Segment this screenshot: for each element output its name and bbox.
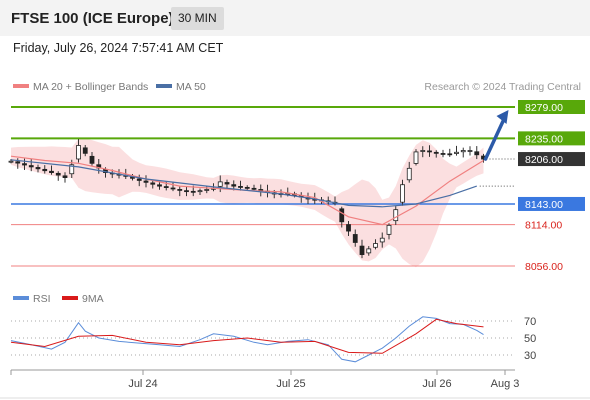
candle-body <box>76 145 81 160</box>
candle-body <box>49 170 54 173</box>
time-tick-label: Jul 26 <box>422 378 451 390</box>
rsi-tick-label: 30 <box>524 350 536 362</box>
candle-body <box>28 165 34 168</box>
candle-body <box>170 187 176 190</box>
level-tag-resistance <box>518 131 585 146</box>
legend-label-ma50: MA 50 <box>176 81 206 93</box>
candle-body <box>177 189 183 191</box>
ma50-line <box>10 159 477 208</box>
candle-body <box>62 175 68 178</box>
level-tag-resistance <box>518 100 585 114</box>
legend-label-rsi: RSI <box>33 293 51 305</box>
candle-body <box>244 186 250 189</box>
legend-swatch-rsi <box>13 296 29 300</box>
candle-body <box>474 151 480 156</box>
candle-body <box>359 245 365 255</box>
candle-body <box>35 167 41 170</box>
time-tick-label: Aug 3 <box>491 378 520 390</box>
candle-body <box>460 150 466 153</box>
candle-body <box>433 151 439 154</box>
candle-body <box>190 190 196 193</box>
candle-body <box>143 180 149 183</box>
level-tag-pivot <box>518 196 585 211</box>
instrument-title: FTSE 100 (ICE Europe) <box>11 10 174 27</box>
candle-body <box>217 181 223 187</box>
candle-body <box>393 209 399 222</box>
candle-body <box>467 150 473 152</box>
candle-body <box>379 237 385 243</box>
candle-body <box>406 167 412 181</box>
candle-body <box>22 163 27 166</box>
level-label-resistance: 8235.00 <box>525 133 563 145</box>
chart-header-bar: FTSE 100 (ICE Europe) 30 MIN <box>0 0 590 36</box>
candle-body <box>197 190 203 193</box>
forecast-arrow-shaft <box>483 116 507 161</box>
candle-body <box>251 187 257 190</box>
level-label-support: 8056.00 <box>525 261 563 273</box>
level-label-last: 8206.00 <box>525 154 563 166</box>
level-label-support: 8114.00 <box>525 220 562 232</box>
rsi-tick-label: 50 <box>524 333 536 345</box>
candle-body <box>184 190 189 193</box>
candle-body <box>69 164 75 175</box>
level-tag-last <box>518 152 585 167</box>
candle-body <box>157 184 162 187</box>
candle-body <box>42 168 48 172</box>
candle-body <box>339 208 345 223</box>
candle-body <box>163 186 169 188</box>
candle-body <box>89 155 95 164</box>
time-tick-label: Jul 25 <box>276 378 305 390</box>
rsi-tick-label: 70 <box>524 316 536 328</box>
candle-body <box>15 161 21 164</box>
legend-label-9ma: 9MA <box>82 293 104 305</box>
timeframe-button[interactable]: 30 MIN <box>171 7 224 30</box>
candle-body <box>400 184 405 203</box>
level-label-resistance: 8279.00 <box>525 102 563 114</box>
candle-body <box>447 153 453 156</box>
candle-body <box>352 234 358 243</box>
candle-body <box>136 178 142 181</box>
candle-body <box>204 189 210 191</box>
rsi-9ma-line <box>10 318 484 354</box>
watermark: Research © 2024 Trading Central <box>424 81 581 93</box>
rsi-line <box>10 316 484 363</box>
legend-swatch-ma20 <box>13 84 29 88</box>
candle-body <box>238 186 243 188</box>
level-label-pivot: 8143.00 <box>525 199 563 211</box>
candle-body <box>454 151 459 154</box>
candle-body <box>413 151 419 164</box>
candle-body <box>366 248 372 254</box>
candle-body <box>420 150 426 152</box>
candle-body <box>386 224 392 235</box>
candle-body <box>231 184 237 187</box>
candle-body <box>427 150 432 153</box>
candle-body <box>82 147 88 154</box>
bollinger-band <box>11 138 484 268</box>
candle-body <box>440 153 446 155</box>
forecast-arrow-head <box>496 110 509 124</box>
legend-swatch-9ma <box>62 296 78 300</box>
candle-body <box>150 182 156 185</box>
legend-swatch-ma50 <box>156 84 172 88</box>
legend-label-ma20: MA 20 + Bollinger Bands <box>33 81 148 93</box>
candle-body <box>8 160 14 163</box>
time-tick-label: Jul 24 <box>128 378 157 390</box>
candle-body <box>346 224 351 232</box>
candle-body <box>373 243 378 248</box>
timestamp: Friday, July 26, 2024 7:57:41 AM CET <box>13 41 224 55</box>
candle-body <box>224 182 230 185</box>
candle-body <box>55 172 61 176</box>
